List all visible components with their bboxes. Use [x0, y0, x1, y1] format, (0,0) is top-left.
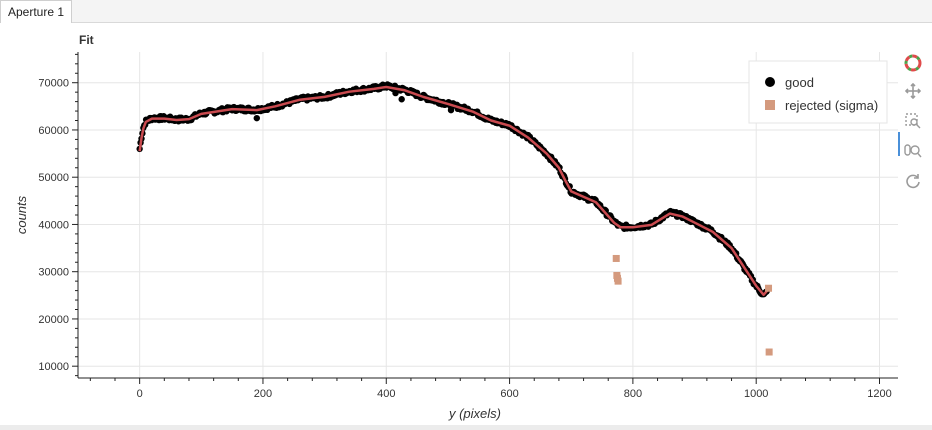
x-tick-label: 200 — [254, 388, 272, 400]
fit-line — [138, 85, 769, 297]
bottom-strip — [0, 425, 932, 430]
legend-marker-rejected — [765, 100, 775, 110]
reset-icon[interactable] — [902, 170, 924, 192]
grid-lines — [78, 52, 898, 378]
x-tick-label: 1200 — [867, 388, 891, 400]
plot-toolbar — [898, 50, 928, 200]
axes — [72, 52, 898, 384]
y-tick-label: 50000 — [38, 172, 69, 184]
tab-aperture-1[interactable]: Aperture 1 — [0, 0, 72, 24]
data-point-good — [398, 96, 405, 103]
data-point-rejected — [765, 348, 773, 356]
y-tick-label: 60000 — [38, 125, 69, 137]
x-tick-label: 600 — [500, 388, 518, 400]
y-tick-label: 10000 — [38, 361, 69, 373]
data-point-rejected — [765, 284, 773, 292]
y-axis-label: counts — [14, 195, 29, 234]
legend-label-rejected: rejected (sigma) — [785, 98, 878, 113]
x-tick-label: 0 — [137, 388, 143, 400]
y-tick-label: 30000 — [38, 267, 69, 279]
x-tick-label: 400 — [377, 388, 395, 400]
data-point-good — [392, 89, 399, 97]
pan-icon[interactable] — [902, 80, 924, 102]
y-tick-label: 70000 — [38, 78, 69, 90]
legend-box — [748, 60, 888, 124]
x-tick-label: 1000 — [744, 388, 768, 400]
chart-title: Fit — [79, 33, 94, 47]
active-tool-indicator — [898, 132, 900, 156]
bokeh-logo-icon[interactable] — [902, 52, 924, 74]
legend: good rejected (sigma) — [748, 60, 888, 124]
tick-labels: 0 200 400 600 800 1000 1200 10000 20000 30000 4000… — [38, 78, 891, 400]
data-point-rejected — [612, 254, 620, 262]
tab-bar: Aperture 1 — [0, 0, 932, 24]
legend-marker-good — [765, 77, 775, 87]
y-tick-label: 20000 — [38, 314, 69, 326]
fit-line-group — [138, 85, 769, 297]
wheel-zoom-icon[interactable] — [902, 140, 924, 162]
x-axis-label: y (pixels) — [448, 406, 501, 421]
data-point-rejected — [614, 277, 622, 285]
series-rejected — [612, 254, 773, 356]
data-point-good — [253, 114, 260, 122]
legend-label-good: good — [785, 75, 814, 90]
x-tick-label: 800 — [624, 388, 642, 400]
box-zoom-icon[interactable] — [902, 110, 924, 132]
y-tick-label: 40000 — [38, 219, 69, 231]
data-point-good — [447, 106, 455, 114]
